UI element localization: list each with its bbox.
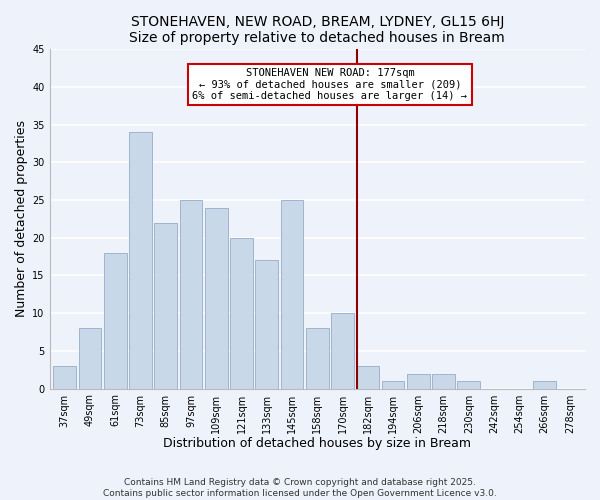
Text: Contains HM Land Registry data © Crown copyright and database right 2025.
Contai: Contains HM Land Registry data © Crown c… <box>103 478 497 498</box>
Bar <box>129 132 152 388</box>
Bar <box>205 208 227 388</box>
X-axis label: Distribution of detached houses by size in Bream: Distribution of detached houses by size … <box>163 437 471 450</box>
Bar <box>382 381 404 388</box>
Bar <box>79 328 101 388</box>
Bar <box>281 200 304 388</box>
Bar <box>53 366 76 388</box>
Bar <box>154 222 177 388</box>
Bar <box>432 374 455 388</box>
Y-axis label: Number of detached properties: Number of detached properties <box>15 120 28 318</box>
Bar <box>230 238 253 388</box>
Bar <box>179 200 202 388</box>
Text: STONEHAVEN NEW ROAD: 177sqm
← 93% of detached houses are smaller (209)
6% of sem: STONEHAVEN NEW ROAD: 177sqm ← 93% of det… <box>193 68 467 101</box>
Bar <box>331 313 354 388</box>
Bar <box>356 366 379 388</box>
Bar <box>457 381 480 388</box>
Bar <box>306 328 329 388</box>
Bar <box>256 260 278 388</box>
Bar <box>533 381 556 388</box>
Bar <box>104 253 127 388</box>
Title: STONEHAVEN, NEW ROAD, BREAM, LYDNEY, GL15 6HJ
Size of property relative to detac: STONEHAVEN, NEW ROAD, BREAM, LYDNEY, GL1… <box>130 15 505 45</box>
Bar <box>407 374 430 388</box>
